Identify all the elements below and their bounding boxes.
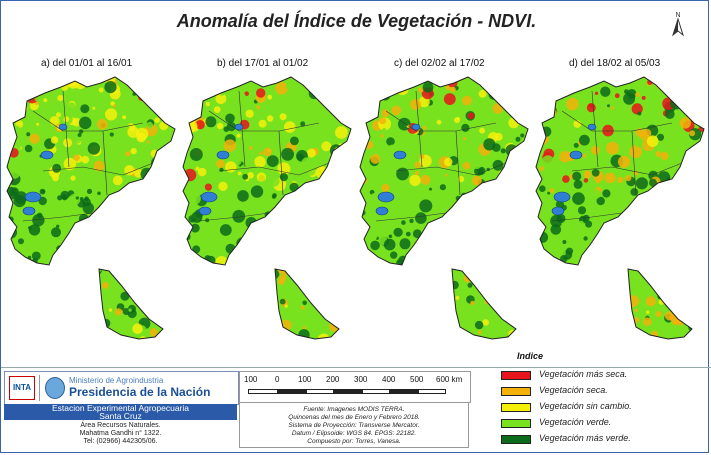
legend-label: Vegetación más seca.	[539, 369, 628, 379]
map-a-svg	[6, 76, 176, 340]
scale-bar: 100 0 100 200 300 400 500 600 km	[239, 371, 471, 403]
legend-label: Vegetación seca.	[539, 385, 608, 395]
legend-swatch-no-change	[501, 403, 531, 412]
panel-c-label: c) del 02/02 al 17/02	[394, 58, 485, 69]
scale-tick: 100	[244, 375, 258, 384]
legend-label: Vegetación sin cambio.	[539, 401, 632, 411]
address-line-1: Área Recursos Naturales.	[80, 422, 161, 429]
scale-segment	[362, 389, 390, 394]
scale-segment	[248, 389, 278, 394]
map-c-svg	[359, 76, 529, 340]
scale-tick: 100	[298, 375, 312, 384]
scale-tick: 300	[354, 375, 368, 384]
address-line-2: Mahatma Gandhi n° 1322.	[79, 430, 162, 437]
institution-logos: INTA Ministerio de Agroindustria Preside…	[4, 371, 239, 405]
source-line: Compuesto por: Torres, Vanesa.	[307, 438, 401, 445]
map-b-svg	[182, 76, 352, 340]
scale-tick: 400	[382, 375, 396, 384]
legend-swatch-green	[501, 419, 531, 428]
map-d-svg	[535, 76, 705, 340]
scale-segment	[418, 389, 446, 394]
source-line: Sistema de Proyección: Transverse Mercat…	[288, 422, 420, 429]
panel-d-label: d) del 18/02 al 05/03	[569, 58, 661, 69]
map-panel-c	[356, 71, 531, 346]
logo-divider	[39, 375, 40, 401]
source-line: Quincenas del mes de Enero y Febrero 201…	[288, 414, 420, 421]
legend-label: Vegetación más verde.	[539, 433, 631, 443]
map-panel-d	[532, 71, 707, 346]
legend-swatch-more-dry	[501, 371, 531, 380]
footer-divider	[1, 367, 711, 368]
station-banner: Estacion Experimental Agropecuaria Santa…	[4, 404, 237, 420]
national-seal-icon	[45, 377, 65, 399]
map-panel-a	[3, 71, 178, 346]
presidency-name: Presidencia de la Nación	[69, 385, 211, 399]
scale-segment	[334, 389, 362, 394]
address-line-3: Tel: (02966) 442305/06.	[83, 438, 158, 445]
scale-segment	[278, 389, 306, 394]
north-label: N	[675, 12, 680, 19]
scale-tick: 200	[326, 375, 340, 384]
source-line: Datum / Elipsoide: WGS 84. EPGS: 22182.	[291, 430, 417, 437]
north-arrow-icon: N	[672, 12, 684, 37]
legend-swatch-dry	[501, 387, 531, 396]
legend-title: Indice	[517, 351, 544, 361]
legend-label: Vegetación verde.	[539, 417, 612, 427]
source-notes: Fuente: Imagenes MODIS TERRA. Quincenas …	[239, 402, 469, 448]
legend-swatch-greener	[501, 435, 531, 444]
source-line: Fuente: Imagenes MODIS TERRA.	[303, 406, 405, 413]
inta-logo: INTA	[9, 376, 35, 400]
scale-segment	[306, 389, 334, 394]
ministry-name: Ministerio de Agroindustria	[69, 376, 164, 385]
scale-segment	[390, 389, 418, 394]
scale-tick: 600 km	[436, 375, 463, 384]
scale-tick: 500	[410, 375, 424, 384]
panel-b-label: b) del 17/01 al 01/02	[217, 58, 309, 69]
panel-a-label: a) del 01/01 al 16/01	[41, 58, 133, 69]
map-panel-b	[179, 71, 354, 346]
station-line2: Santa Cruz	[99, 411, 142, 421]
page-title: Anomalía del Índice de Vegetación - NDVI…	[176, 11, 537, 31]
station-line1: Estacion Experimental Agropecuaria	[51, 403, 190, 413]
scale-tick: 0	[275, 375, 280, 384]
